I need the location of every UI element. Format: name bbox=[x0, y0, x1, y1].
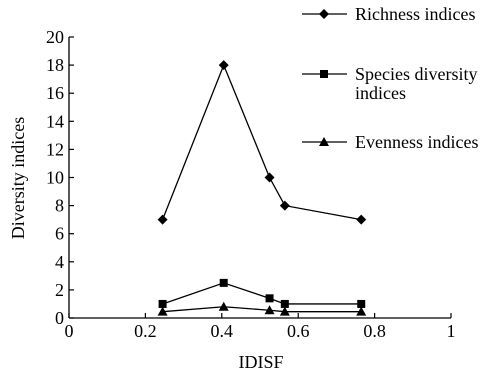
data-point-square bbox=[158, 299, 167, 308]
series-square bbox=[158, 278, 366, 308]
data-point-square bbox=[219, 278, 228, 287]
data-point-square bbox=[357, 299, 366, 308]
y-tick-label: 10 bbox=[46, 168, 64, 188]
data-point-triangle bbox=[279, 306, 290, 316]
legend-marker-diamond bbox=[319, 9, 329, 19]
series-triangle bbox=[157, 301, 367, 316]
data-point-square bbox=[280, 299, 289, 308]
x-tick-label: 0.6 bbox=[287, 321, 310, 341]
x-tick-label: 0.2 bbox=[134, 321, 157, 341]
y-tick-label: 16 bbox=[46, 83, 64, 103]
legend-item: Evenness indices bbox=[302, 132, 478, 152]
legend-label: Evenness indices bbox=[355, 132, 478, 152]
data-point-diamond bbox=[157, 214, 168, 225]
legend-marker-triangle bbox=[319, 137, 329, 146]
y-tick-label: 0 bbox=[55, 308, 64, 328]
data-point-triangle bbox=[264, 305, 275, 315]
data-point-diamond bbox=[279, 200, 290, 211]
y-tick-label: 18 bbox=[46, 55, 64, 75]
data-point-diamond bbox=[356, 214, 367, 225]
legend: Richness indices Species diversityindices… bbox=[302, 4, 478, 152]
y-tick-label: 4 bbox=[55, 252, 64, 272]
y-tick-label: 6 bbox=[55, 224, 64, 244]
x-tick-label: 0.4 bbox=[211, 321, 234, 341]
y-tick-label: 12 bbox=[46, 139, 64, 159]
x-axis-label: IDISF bbox=[238, 352, 283, 372]
series-diamond bbox=[157, 60, 367, 225]
x-tick-label: 0.8 bbox=[363, 321, 386, 341]
series-line bbox=[162, 282, 362, 305]
data-point-square bbox=[265, 294, 274, 303]
series-layer bbox=[157, 60, 367, 316]
legend-item: Richness indices bbox=[302, 4, 475, 24]
legend-marker-square bbox=[320, 70, 328, 78]
y-tick-label: 8 bbox=[55, 196, 64, 216]
legend-label: Species diversity bbox=[355, 64, 477, 84]
data-point-triangle bbox=[218, 301, 229, 311]
y-tick-label: 2 bbox=[55, 280, 64, 300]
legend-label: indices bbox=[355, 83, 406, 103]
x-tick-label: 1 bbox=[447, 321, 456, 341]
y-tick-label: 20 bbox=[46, 27, 64, 47]
series-line bbox=[162, 306, 362, 313]
data-point-triangle bbox=[157, 306, 168, 316]
data-point-diamond bbox=[264, 172, 275, 183]
y-axis-label: Diversity indices bbox=[8, 117, 28, 239]
y-tick-label: 14 bbox=[46, 111, 64, 131]
data-point-diamond bbox=[218, 60, 229, 71]
x-tick-label: 0 bbox=[65, 321, 74, 341]
data-point-triangle bbox=[356, 306, 367, 316]
legend-label: Richness indices bbox=[355, 4, 475, 24]
